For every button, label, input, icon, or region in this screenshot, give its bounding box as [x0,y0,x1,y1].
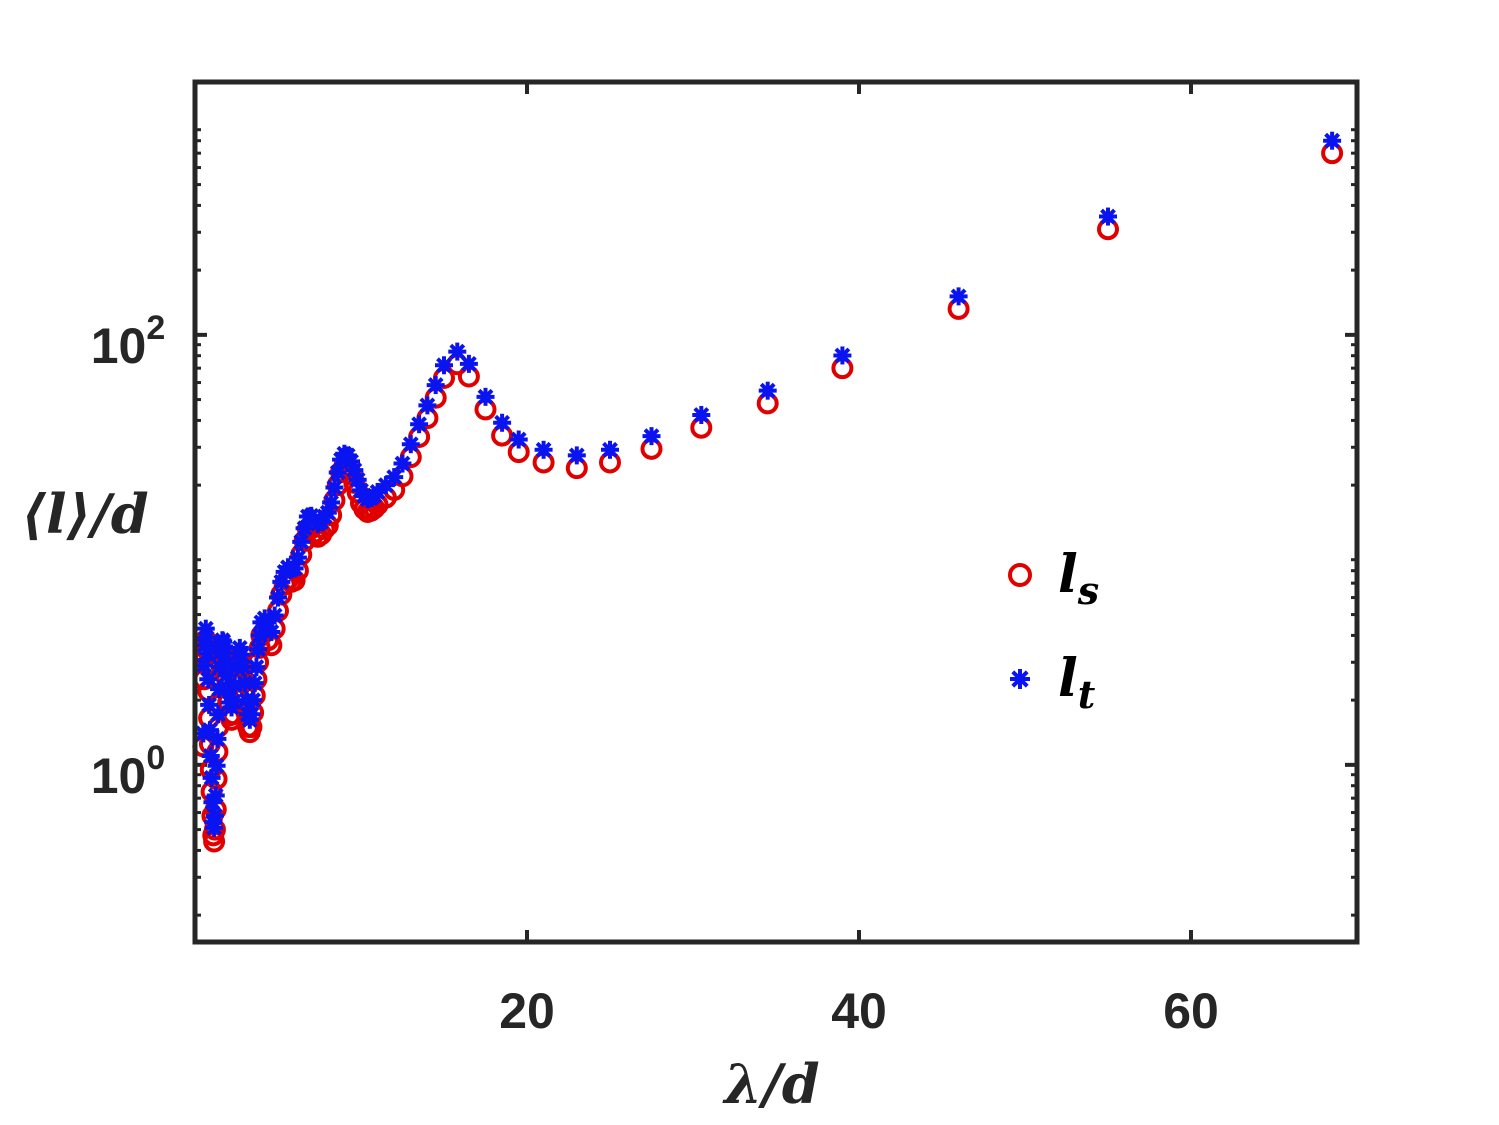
lt-point [401,435,420,454]
lt-point [459,354,478,373]
lt-point [435,356,453,375]
lt-point [1323,131,1342,150]
lt-point [418,396,437,415]
lt-point [476,387,495,406]
lt-point [208,729,227,748]
x-tick-label: 20 [499,983,555,1039]
lt-point [244,691,263,710]
y-axis-label: ⟨l⟩/d [21,482,148,546]
x-tick-label: 60 [1163,983,1219,1039]
lt-point [207,756,226,775]
legend-lt-label: lt [1058,648,1096,717]
lt-point [269,588,287,607]
lt-point [393,454,412,473]
lt-point [493,413,512,432]
lt-point [242,705,261,724]
lt-point [534,440,553,459]
legend-ls-label: ls [1058,544,1099,613]
legend-lt-asterisk [1010,669,1030,689]
y-tick-label: 100 [91,739,166,804]
x-axis-label: λ/d [722,1052,819,1116]
lt-point [292,532,311,551]
lt-point [1099,207,1117,226]
lt-point [758,381,777,400]
lt-point [209,705,228,724]
lt-point [567,446,586,465]
lt-point [205,806,224,825]
legend-lt-marker [1010,669,1030,689]
lt-point [833,346,852,365]
legend: ls lt [1008,544,1099,717]
lt-point [410,415,429,434]
lt-point [198,644,217,663]
x-tick-label: 40 [831,983,887,1039]
lt-point [325,478,344,497]
lt-point [509,430,528,449]
series-lt-markers [194,131,1342,837]
y-tick-labels: 100 102 [91,309,166,804]
lt-point [385,468,404,487]
lt-point [206,786,225,805]
lt-point [234,658,253,677]
lt-point [949,287,968,306]
lt-point [245,674,264,693]
x-tick-labels: 20 40 60 [499,983,1219,1039]
legend-ls-marker [1008,563,1032,587]
lt-point [265,606,284,625]
lt-point [448,342,467,361]
lt-point [601,440,619,459]
lt-point [262,622,281,641]
lt-point [426,376,445,395]
lt-point [642,427,661,446]
lt-point [692,405,711,424]
lt-point [288,548,307,567]
plot-frame [192,79,1360,945]
lt-point [322,493,341,512]
lt-point [247,658,266,677]
y-tick-label: 102 [91,309,166,374]
lt-point [197,628,216,647]
